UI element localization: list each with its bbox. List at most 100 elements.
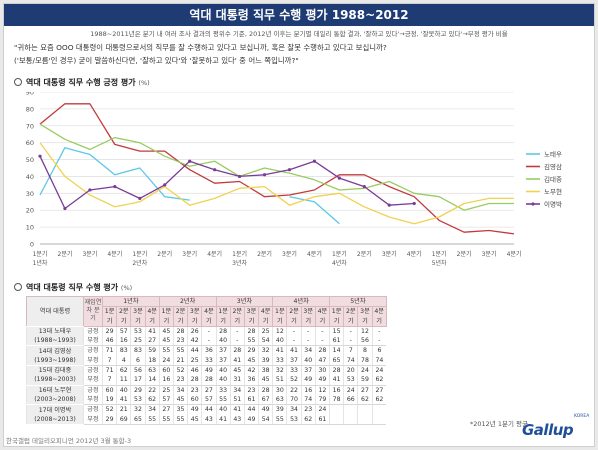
table-cell-negative: 61 [314,414,330,425]
series-point [63,206,67,211]
table-cell-negative: 69 [116,414,131,425]
x-tick-label: 3분기 [82,250,97,258]
table-cell-positive: 28 [172,326,188,337]
table-head-quarter: 1분기 [215,306,231,327]
table-cell-negative: 60 [187,394,202,406]
table-cell-negative [328,414,344,425]
page-title: 역대 대통령 직무 수행 평가 1988~2012 [4,4,594,26]
table-cell-positive: 44 [243,404,259,415]
president-term: (2003~2008) [34,395,76,403]
table-cell-positive: 28 [258,385,273,395]
president-name: 17대 이명박 [38,406,72,414]
table-cell-positive: - [286,326,302,337]
table-cell-negative: 40 [215,336,231,347]
president-name: 16대 노무현 [38,386,72,394]
series-point [163,183,167,187]
table-cell-negative: 39 [258,355,273,367]
table-head-quarter: 1분기 [328,306,345,327]
x-tick-label: 2분기 [257,250,272,258]
table-cell-negative: - [286,336,302,347]
table-cell-positive: 56 [130,365,146,376]
x-tick-label: 3분기 [482,250,497,258]
series-line [39,155,415,210]
table-cell-positive: 29 [101,326,117,337]
table-cell-negative: 41 [328,375,344,386]
table-cell-positive: 16 [328,385,344,395]
row-label-positive: 긍정 [83,365,103,376]
table-cell-positive: 30 [272,385,287,395]
table-cell-positive: 45 [229,365,245,376]
series-line [39,123,514,211]
chart-section-unit: (%) [138,79,150,87]
table-cell-negative: 57 [158,394,174,406]
table-cell-positive: 52 [101,404,117,415]
x-tick-label: 1분기 [33,250,48,258]
table-cell-negative: 45 [172,394,188,406]
table-cell-positive: 28 [314,345,330,356]
table-cell-negative: 7 [101,375,117,386]
table-cell-negative: - [229,336,245,347]
table-cell-positive: 37 [215,345,231,356]
table-cell-positive: 22 [144,385,160,395]
table-head-quarter: 4분기 [371,306,387,327]
table-cell-negative: 33 [272,355,287,367]
table-cell-positive: 71 [101,365,117,376]
table-cell-negative: 49 [300,375,316,386]
table-cell-positive: 40 [215,404,231,415]
table-row: 14대 김영삼 (1993~1998) 긍정 71 83 83 59 55 55 44 36 37 28… [26,345,387,367]
table-cell-negative: 55 [215,394,231,406]
table-cell-negative: - [300,336,316,347]
x-tick-label: 2분기 [457,250,472,258]
table-cell-positive: 34 [144,404,160,415]
legend-point [531,202,535,206]
y-tick-label: 20 [26,207,34,215]
president-term: (2008~2013) [34,415,76,423]
table-cell-positive: 71 [101,345,117,356]
table-cell-positive: 7 [343,345,358,356]
table-head-quarter: 1분기 [272,306,288,327]
table-row: 부정 7 11 17 14 16 23 28 28 40 31 36 45 51 52 49 49 41 53 59 6… [27,375,387,386]
table-cell-negative: 23 [172,375,188,386]
section-bullet-icon [14,78,22,86]
x-year-label: 4년차 [332,259,347,267]
table-cell-negative: - [314,336,330,347]
table-cell-positive: 45 [158,326,174,337]
table-cell-negative: 27 [144,336,160,347]
table-cell-positive: - [201,326,216,337]
source-text: 한국갤럽 데일리오피니언 2012년 3월 통합-3 [6,437,132,445]
table-cell-positive: 21 [116,404,131,415]
table-cell-negative: 51 [272,375,287,386]
table-cell-positive: 34 [229,385,245,395]
logo-text: Gallup [522,421,574,439]
table-head-quarter: 2분기 [116,306,132,327]
y-tick-label: 90 [26,92,34,97]
series-point [337,176,341,180]
table-cell-positive: - [229,326,245,337]
table-cell-negative: 53 [286,414,302,425]
table-cell-positive: 41 [144,326,160,337]
table-cell-positive: 28 [328,365,344,376]
table-cell-negative: 19 [101,394,117,406]
table-president-cell: 13대 노태우 (1988~1993) [26,326,84,347]
series-point [262,173,267,177]
table-cell-negative: 55 [272,414,287,425]
series-point [113,184,117,189]
table-cell-positive: 28 [243,326,259,337]
table-cell-positive: 60 [158,365,174,376]
table-cell-negative: 21 [172,355,188,367]
page-subtitle: 1988~2011년은 분기 내 여러 조사 결과의 평위수 기준, 2012년… [90,30,508,38]
chart-section-label: 역대 대통령 직무 수행 긍정 평가 [26,78,136,87]
table-cell-negative: 16 [116,336,131,347]
table-cell-negative: 65 [130,414,146,425]
table-head-quarter: 2분기 [172,306,189,327]
table-cell-positive: 39 [272,404,287,415]
table-cell-positive: 36 [201,345,216,356]
table-cell-positive: 37 [300,365,316,376]
table-cell-positive: 27 [158,404,174,415]
table-row: 부정 46 16 25 27 45 23 42-40-55 54 40- - -61-56- [27,336,387,347]
series-point [312,159,317,163]
table-cell-negative: 55 [243,336,259,347]
table-cell-positive: 24 [357,365,373,376]
series-point [88,188,92,192]
